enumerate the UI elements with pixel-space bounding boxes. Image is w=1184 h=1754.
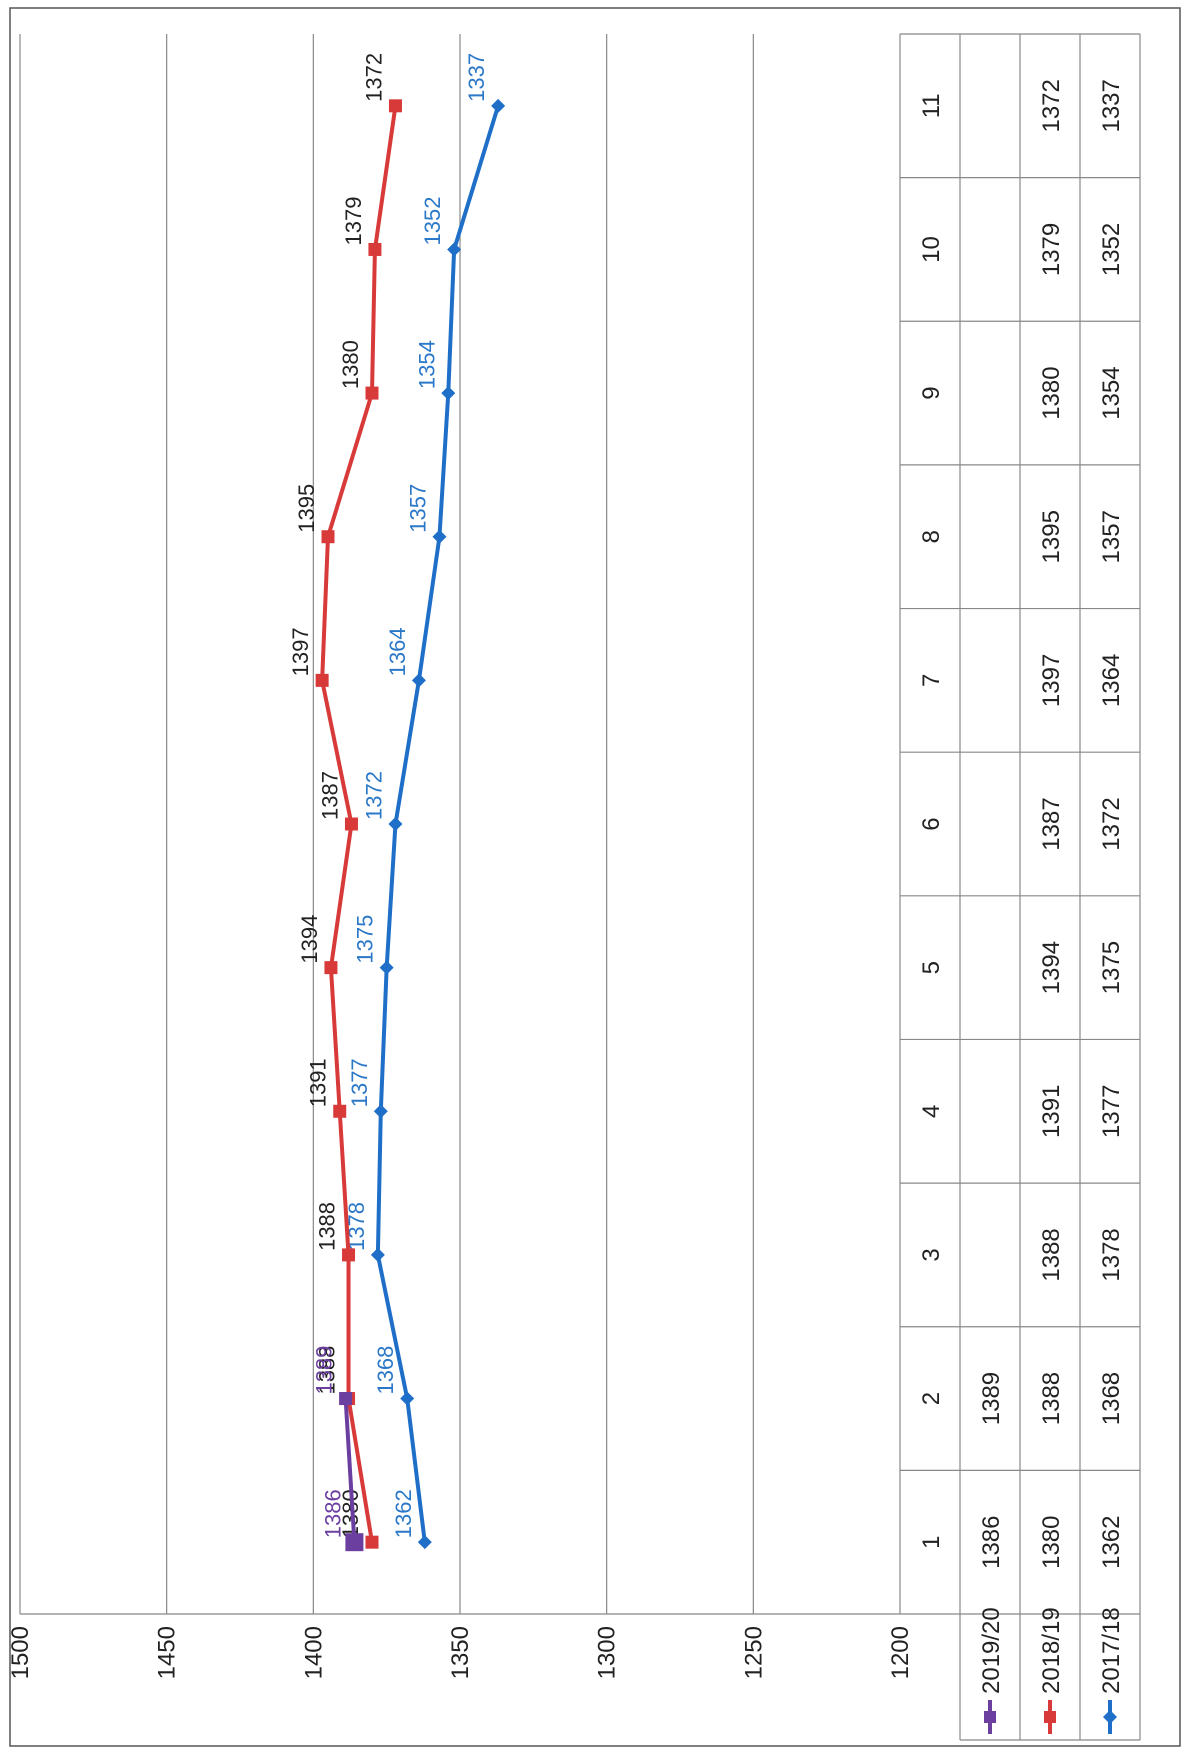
table-value: 1372 (1098, 797, 1125, 850)
data-label: 1375 (353, 915, 378, 964)
y-tick-label: 1500 (7, 1626, 34, 1679)
data-label: 1389 (312, 1346, 337, 1395)
data-point-diamond (441, 386, 456, 401)
table-value: 1394 (1038, 941, 1065, 994)
data-point-square (368, 242, 382, 256)
y-tick-label: 1300 (594, 1626, 621, 1679)
legend-marker-square (984, 1711, 996, 1723)
data-label: 1395 (294, 484, 319, 533)
table-value: 1375 (1098, 941, 1125, 994)
data-label: 1391 (306, 1058, 331, 1107)
data-point-diamond (379, 960, 394, 975)
table-value: 1362 (1098, 1515, 1125, 1568)
table-value: 1389 (978, 1372, 1005, 1425)
data-point-square (388, 99, 402, 113)
table-value: 1378 (1098, 1228, 1125, 1281)
category-label: 2 (918, 1392, 945, 1405)
chart-frame (9, 7, 1181, 1747)
y-tick-label: 1400 (300, 1626, 327, 1679)
table-value: 1395 (1038, 510, 1065, 563)
table-value: 1380 (1038, 366, 1065, 419)
data-point-square (333, 1104, 347, 1118)
category-label: 4 (918, 1105, 945, 1118)
data-point-diamond (370, 1247, 385, 1262)
data-label: 1377 (347, 1058, 372, 1107)
table-value: 1388 (1038, 1228, 1065, 1281)
data-label: 1352 (420, 197, 445, 246)
data-point-diamond (400, 1391, 415, 1406)
y-tick-label: 1250 (740, 1626, 767, 1679)
category-label: 1 (918, 1536, 945, 1549)
data-point-square (321, 530, 335, 544)
data-point-square (344, 817, 358, 831)
data-label: 1368 (373, 1346, 398, 1395)
category-label: 5 (918, 961, 945, 974)
y-tick-label: 1350 (447, 1626, 474, 1679)
y-tick-label: 1200 (887, 1626, 914, 1679)
data-point-diamond (373, 1104, 388, 1119)
table-value: 1377 (1098, 1085, 1125, 1138)
table-value: 1368 (1098, 1372, 1125, 1425)
category-label: 3 (918, 1248, 945, 1261)
table-value: 1337 (1098, 79, 1125, 132)
data-label: 1362 (391, 1489, 416, 1538)
table-value: 1397 (1038, 654, 1065, 707)
table-value: 1372 (1038, 79, 1065, 132)
data-label: 1397 (288, 627, 313, 676)
data-label: 1372 (361, 53, 386, 102)
y-tick-label: 1450 (154, 1626, 181, 1679)
table-value: 1386 (978, 1515, 1005, 1568)
data-point-diamond (411, 673, 426, 688)
table-value: 1388 (1038, 1372, 1065, 1425)
data-label: 1386 (320, 1489, 345, 1538)
legend-label: 2018/19 (1038, 1607, 1065, 1694)
data-label: 1354 (414, 340, 439, 389)
data-point-square (339, 1392, 353, 1406)
data-label: 1387 (317, 771, 342, 820)
legend-marker-diamond (1103, 1710, 1117, 1724)
table-value: 1357 (1098, 510, 1125, 563)
table-value: 1380 (1038, 1515, 1065, 1568)
series-line (343, 1398, 357, 1543)
table-value: 1387 (1038, 797, 1065, 850)
data-point-square (315, 673, 329, 687)
legend-label: 2017/18 (1098, 1607, 1125, 1694)
category-label: 8 (918, 530, 945, 543)
data-point-square (342, 1248, 356, 1262)
category-label: 7 (918, 674, 945, 687)
data-point-square (345, 1533, 364, 1552)
category-label: 10 (918, 236, 945, 263)
data-label: 1388 (315, 1346, 340, 1395)
table-value: 1352 (1098, 223, 1125, 276)
data-label: 1364 (385, 627, 410, 676)
data-point-square (324, 961, 338, 975)
data-label: 1372 (361, 771, 386, 820)
data-point-diamond (388, 817, 403, 831)
data-label: 1337 (464, 53, 489, 102)
legend-label: 2019/20 (978, 1607, 1005, 1694)
data-point-diamond (447, 242, 462, 257)
data-label: 1394 (297, 915, 322, 964)
data-point-diamond (491, 98, 506, 113)
data-label: 1357 (405, 484, 430, 533)
data-label: 1380 (338, 340, 363, 389)
legend-marker-square (1044, 1711, 1056, 1723)
table-value: 1391 (1038, 1085, 1065, 1138)
table-value: 1354 (1098, 366, 1125, 419)
data-point-diamond (432, 529, 447, 544)
data-point-square (365, 1535, 379, 1549)
data-label: 1388 (315, 1202, 340, 1251)
series-line (320, 105, 398, 1543)
table-value: 1379 (1038, 223, 1065, 276)
category-label: 9 (918, 386, 945, 399)
table-value: 1364 (1098, 654, 1125, 707)
category-label: 6 (918, 817, 945, 830)
category-label: 11 (918, 93, 945, 118)
data-label: 1379 (341, 197, 366, 246)
data-point-diamond (417, 1535, 432, 1550)
data-point-square (365, 386, 379, 400)
